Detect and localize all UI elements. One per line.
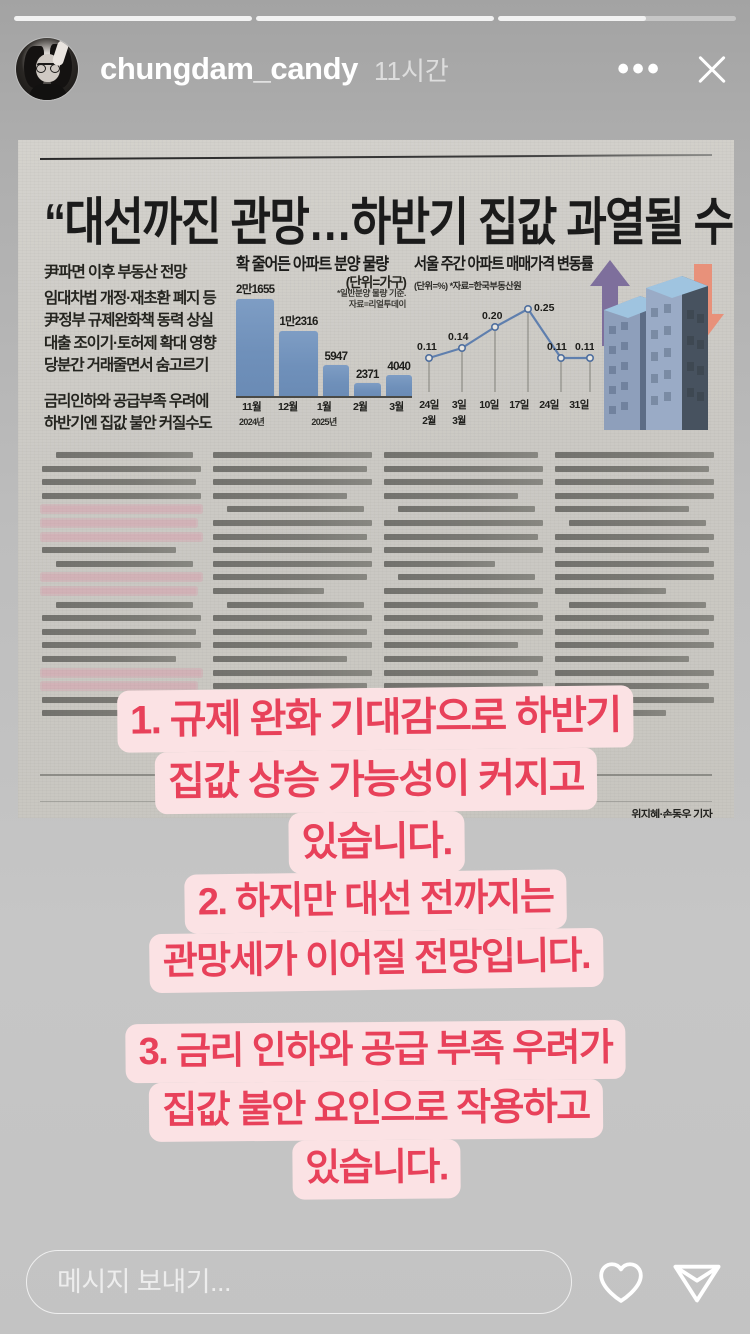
- progress-segment-3[interactable]: [498, 16, 736, 21]
- bar-chart-x-labels: 11월 2024년 12월 1월 2025년 2월 3월: [236, 399, 412, 427]
- deck-line: 尹정부 규제완화책 동력 상실: [44, 312, 214, 329]
- progress-segment-2[interactable]: [256, 16, 494, 21]
- bar-column: 5947: [322, 281, 350, 397]
- bar-column: 2371: [354, 281, 381, 397]
- apartment-buildings-illustration: [590, 260, 724, 430]
- newspaper-clipping: “대선까진 관망…하반기 집값 과열될 수도” 尹파면 이후 부동산 전망 임대…: [18, 140, 734, 818]
- line-x-label: 31일: [569, 399, 589, 411]
- username-label[interactable]: chungdam_candy: [100, 51, 358, 86]
- line-value-label: 0.11: [575, 341, 594, 353]
- newspaper-byline: 위지혜·손동우 기자: [631, 809, 712, 818]
- headline-rule: [40, 153, 712, 161]
- line-chart-x-labels: 24일 2월 3일 3월 10일 17일 24일 31일: [414, 397, 594, 427]
- story-progress-bar: [14, 16, 736, 21]
- deck-line: 임대차법 개정·재초환 폐지 등: [44, 289, 217, 307]
- progress-segment-1[interactable]: [14, 16, 252, 21]
- caption-line: 있습니다.: [288, 810, 466, 875]
- bar-chart-note: *일반분양 물량 기준. 자료=리얼투데이: [337, 288, 406, 309]
- line-value-label: 0.11: [417, 341, 437, 353]
- caption-line: 있습니다.: [292, 1139, 461, 1200]
- avatar[interactable]: [16, 38, 78, 100]
- close-icon[interactable]: [692, 49, 732, 89]
- bar-chart: 확 줄어든 아파트 분양 물량 (단위=가구) *일반분양 물량 기준. 자료=리…: [236, 252, 412, 427]
- deck-line: 하반기엔 집값 불안 커질수도: [44, 415, 213, 432]
- bar-chart-plot: 2만1655 1만2316 5947 2371 4040: [236, 281, 412, 397]
- caption-sticker-3[interactable]: 3. 금리 인하와 공급 부족 우려가 집값 불안 요인으로 작용하고 있습니다…: [115, 1019, 637, 1201]
- bar-x-year: 2024년: [238, 417, 265, 427]
- newspaper-headline: “대선까진 관망…하반기 집값 과열될 수도”: [44, 194, 734, 252]
- bar-chart-title: 확 줄어든 아파트 분양 물량: [236, 255, 389, 274]
- line-x-month: 3월: [452, 416, 466, 427]
- bar-value-label: 4040: [387, 360, 411, 373]
- bar-x-year: 2025년: [311, 417, 337, 427]
- line-chart-title: 서울 주간 아파트 매매가격 변동률: [414, 255, 594, 274]
- bar-x-label: 11월: [242, 401, 262, 413]
- deck-line: 금리인하와 공급부족 우려에: [44, 392, 209, 410]
- caption-sticker-2[interactable]: 2. 하지만 대선 전까지는 관망세가 이어질 전망입니다.: [135, 869, 617, 994]
- caption-line: 집값 상승 가능성이 커지고: [154, 747, 598, 814]
- heart-icon[interactable]: [594, 1255, 648, 1309]
- bar-column: 1만2316: [279, 281, 318, 397]
- bar-column: 4040: [385, 281, 412, 397]
- up-arrow-icon: [590, 260, 630, 346]
- line-value-label: 0.14: [448, 331, 469, 343]
- line-x-label: 17일: [509, 399, 529, 411]
- more-options-icon[interactable]: •••: [617, 50, 662, 88]
- bar-x-label: 2월: [353, 401, 368, 413]
- line-x-label: 3일: [451, 399, 467, 411]
- caption-line: 2. 하지만 대선 전까지는: [184, 869, 567, 934]
- newspaper-column-2: [213, 452, 372, 804]
- line-value-label: 0.11: [547, 341, 567, 353]
- newspaper-deck: 尹파면 이후 부동산 전망 임대차법 개정·재초환 폐지 등 尹정부 규제완화책…: [44, 262, 234, 436]
- bar-x-label: 3월: [389, 401, 404, 413]
- line-chart-subtitle: (단위=%) *자료=한국부동산원: [414, 281, 522, 291]
- line-chart: 서울 주간 아파트 매매가격 변동률 (단위=%) *자료=한국부동산원: [414, 252, 594, 427]
- bar-column: 2만1655: [236, 281, 275, 397]
- timestamp-label: 11시간: [373, 55, 449, 86]
- building-right: [646, 276, 708, 430]
- caption-line: 관망세가 이어질 전망입니다.: [149, 927, 604, 994]
- bar-chart-unit: (단위=가구): [345, 275, 407, 290]
- story-footer: [0, 1230, 750, 1334]
- line-chart-plot: 0.11 0.14 0.20 0.25 0.11 0.11: [417, 302, 594, 392]
- bar-value-label: 2371: [355, 369, 379, 382]
- line-x-month: 2월: [422, 416, 436, 427]
- deck-line: 당분간 거래줄면서 숨고르기: [44, 357, 209, 374]
- newspaper-column-4: 위지혜·손동우 기자: [555, 452, 714, 818]
- line-value-label: 0.25: [534, 302, 555, 314]
- paper-plane-icon[interactable]: [670, 1255, 724, 1309]
- line-value-label: 0.20: [482, 310, 503, 322]
- caption-line: 1. 규제 완화 기대감으로 하반기: [116, 685, 634, 753]
- caption-line: 집값 불안 요인으로 작용하고: [149, 1078, 603, 1142]
- caption-sticker-1[interactable]: 1. 규제 완화 기대감으로 하반기 집값 상승 가능성이 커지고 있습니다.: [105, 685, 647, 876]
- bar-value-label: 2만1655: [236, 284, 275, 296]
- caption-line: 3. 금리 인하와 공급 부족 우려가: [125, 1019, 626, 1084]
- deck-line: 대출 조이기·토허제 확대 영향: [44, 334, 217, 352]
- line-x-label: 24일: [419, 399, 439, 411]
- message-input[interactable]: [26, 1250, 572, 1314]
- deck-title: 尹파면 이후 부동산 전망: [44, 264, 188, 281]
- line-x-label: 10일: [479, 399, 499, 411]
- bar-x-label: 1월: [316, 401, 332, 413]
- bar-value-label: 1만2316: [279, 315, 318, 328]
- bar-x-label: 12월: [278, 401, 298, 413]
- bar-chart-axis: [236, 396, 412, 398]
- line-x-label: 24일: [539, 399, 559, 411]
- story-header: chungdam_candy 11시간 •••: [16, 32, 734, 106]
- bar-value-label: 5947: [324, 350, 348, 363]
